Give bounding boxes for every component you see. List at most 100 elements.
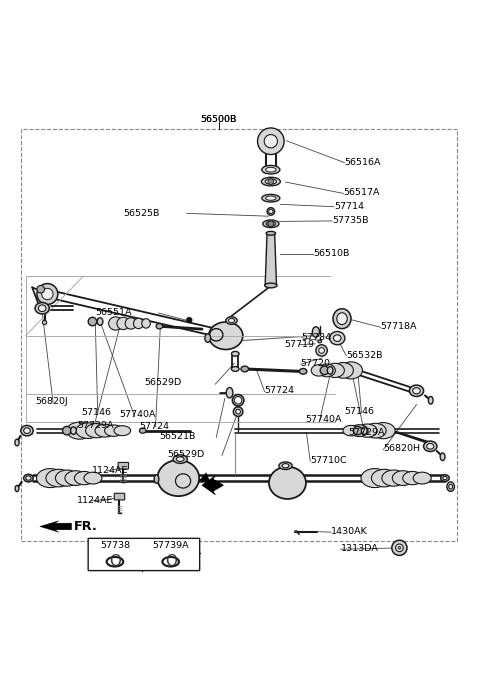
Text: 56525B: 56525B: [123, 209, 159, 218]
Text: 1124AE: 1124AE: [92, 466, 128, 475]
Polygon shape: [40, 521, 72, 532]
Ellipse shape: [300, 368, 307, 374]
Ellipse shape: [295, 530, 298, 533]
Ellipse shape: [264, 283, 277, 288]
Ellipse shape: [382, 470, 406, 486]
Text: 57724: 57724: [139, 422, 169, 431]
Ellipse shape: [125, 318, 137, 329]
Text: 56551A: 56551A: [96, 308, 132, 317]
Circle shape: [62, 426, 71, 435]
Text: 57729A: 57729A: [78, 422, 114, 430]
Ellipse shape: [372, 469, 397, 487]
Ellipse shape: [318, 340, 322, 343]
Ellipse shape: [424, 441, 437, 452]
Ellipse shape: [364, 424, 386, 438]
Text: 56820H: 56820H: [384, 444, 420, 453]
Ellipse shape: [282, 464, 289, 468]
Ellipse shape: [117, 317, 130, 330]
Ellipse shape: [372, 423, 395, 439]
Ellipse shape: [65, 471, 87, 486]
Ellipse shape: [156, 323, 163, 329]
Ellipse shape: [449, 484, 453, 489]
Text: 57146: 57146: [81, 408, 111, 417]
Ellipse shape: [236, 409, 240, 414]
Polygon shape: [202, 476, 223, 494]
Ellipse shape: [265, 196, 276, 200]
Ellipse shape: [139, 428, 146, 433]
Ellipse shape: [56, 470, 79, 486]
Ellipse shape: [74, 471, 95, 485]
Ellipse shape: [265, 179, 276, 184]
Ellipse shape: [209, 322, 243, 349]
Ellipse shape: [71, 427, 76, 434]
Ellipse shape: [403, 471, 423, 485]
Circle shape: [392, 540, 407, 556]
Ellipse shape: [279, 462, 292, 469]
Ellipse shape: [333, 362, 353, 378]
Ellipse shape: [262, 194, 280, 202]
Text: 56521B: 56521B: [159, 432, 195, 441]
Circle shape: [319, 347, 324, 353]
Ellipse shape: [76, 423, 100, 439]
Ellipse shape: [266, 221, 276, 226]
Ellipse shape: [350, 425, 368, 437]
Text: 57714: 57714: [334, 202, 364, 210]
Circle shape: [186, 317, 192, 323]
Ellipse shape: [205, 334, 211, 343]
Ellipse shape: [325, 363, 344, 377]
Ellipse shape: [173, 455, 187, 463]
Ellipse shape: [228, 319, 235, 323]
Ellipse shape: [133, 318, 144, 329]
Ellipse shape: [427, 443, 434, 449]
Ellipse shape: [36, 469, 64, 488]
Text: FR.: FR.: [74, 520, 98, 533]
Ellipse shape: [108, 317, 123, 330]
Ellipse shape: [142, 319, 150, 328]
Circle shape: [88, 317, 96, 326]
Circle shape: [268, 178, 274, 185]
Ellipse shape: [269, 209, 273, 214]
Text: 56510B: 56510B: [313, 249, 349, 258]
Ellipse shape: [261, 177, 280, 186]
FancyBboxPatch shape: [118, 462, 129, 469]
Text: 57720: 57720: [301, 360, 331, 368]
Text: 57719: 57719: [284, 340, 314, 349]
Ellipse shape: [327, 366, 333, 374]
Ellipse shape: [105, 425, 123, 437]
Text: 56500B: 56500B: [201, 115, 237, 124]
Ellipse shape: [269, 466, 306, 499]
Text: 57734: 57734: [301, 333, 332, 342]
Text: 57718A: 57718A: [381, 322, 417, 331]
Polygon shape: [265, 234, 276, 285]
Text: 56532B: 56532B: [346, 351, 383, 360]
Ellipse shape: [157, 460, 199, 496]
Ellipse shape: [231, 351, 239, 356]
Ellipse shape: [409, 385, 424, 396]
Ellipse shape: [226, 317, 237, 324]
Text: 1430AK: 1430AK: [331, 527, 368, 536]
Ellipse shape: [46, 469, 72, 487]
Text: 56529D: 56529D: [144, 378, 181, 387]
Ellipse shape: [447, 482, 455, 492]
Ellipse shape: [443, 477, 447, 479]
Ellipse shape: [95, 424, 116, 437]
Circle shape: [320, 366, 329, 375]
Ellipse shape: [15, 439, 19, 446]
Ellipse shape: [97, 318, 103, 326]
Ellipse shape: [226, 387, 233, 398]
Circle shape: [42, 288, 53, 300]
Ellipse shape: [35, 302, 49, 314]
Ellipse shape: [413, 472, 431, 484]
Text: 1313DA: 1313DA: [341, 544, 378, 553]
Ellipse shape: [42, 320, 47, 325]
Text: 57735B: 57735B: [332, 216, 369, 225]
Ellipse shape: [84, 472, 102, 484]
Text: 56516A: 56516A: [344, 158, 381, 167]
Ellipse shape: [440, 453, 445, 460]
Ellipse shape: [24, 428, 30, 434]
Ellipse shape: [392, 471, 414, 486]
Ellipse shape: [265, 168, 276, 172]
Text: 57146: 57146: [344, 407, 374, 416]
Text: 57729A: 57729A: [348, 428, 384, 437]
FancyBboxPatch shape: [114, 493, 125, 500]
